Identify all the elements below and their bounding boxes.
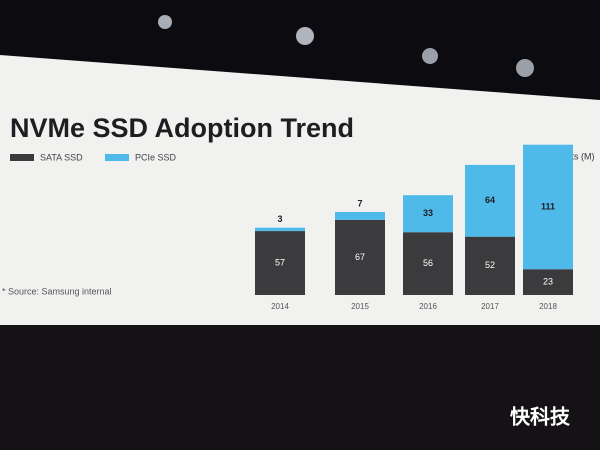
value-label: 111 [541, 201, 555, 211]
legend-swatch [105, 154, 129, 161]
value-label: 3 [277, 214, 282, 224]
x-tick-label: 2017 [481, 302, 499, 311]
bar-segment [335, 212, 385, 220]
bar-segment [255, 231, 305, 295]
stage-light [296, 27, 314, 45]
watermark: 快科技 [510, 404, 571, 428]
stage-light [158, 15, 172, 29]
bar-segment [523, 144, 573, 270]
bar-segment [523, 269, 573, 295]
value-label: 33 [423, 208, 433, 218]
x-tick-label: 2015 [351, 302, 369, 311]
value-label: 23 [543, 276, 553, 286]
x-tick-label: 2018 [539, 302, 557, 311]
value-label: 67 [355, 252, 365, 262]
value-label: 56 [423, 258, 433, 268]
value-label: 7 [357, 198, 362, 208]
x-tick-label: 2014 [271, 302, 289, 311]
value-label: 52 [485, 260, 495, 270]
value-label: 64 [485, 195, 495, 205]
bar-segment [335, 219, 385, 295]
stage-light [422, 48, 438, 64]
bar-segment [403, 195, 453, 233]
source-note: * Source: Samsung internal [2, 286, 112, 296]
unit-label: Units (M) [558, 151, 595, 161]
chart-title: NVMe SSD Adoption Trend [10, 113, 354, 143]
value-label: 57 [275, 257, 285, 267]
bar-segment [403, 232, 453, 295]
stage-floor [0, 325, 600, 450]
legend-swatch [10, 154, 34, 161]
stage-light [516, 59, 534, 77]
legend-label: SATA SSD [40, 152, 83, 162]
bar-segment [465, 164, 515, 237]
x-tick-label: 2016 [419, 302, 437, 311]
bar-segment [465, 236, 515, 295]
bar-segment [255, 227, 305, 232]
legend-label: PCIe SSD [135, 152, 177, 162]
